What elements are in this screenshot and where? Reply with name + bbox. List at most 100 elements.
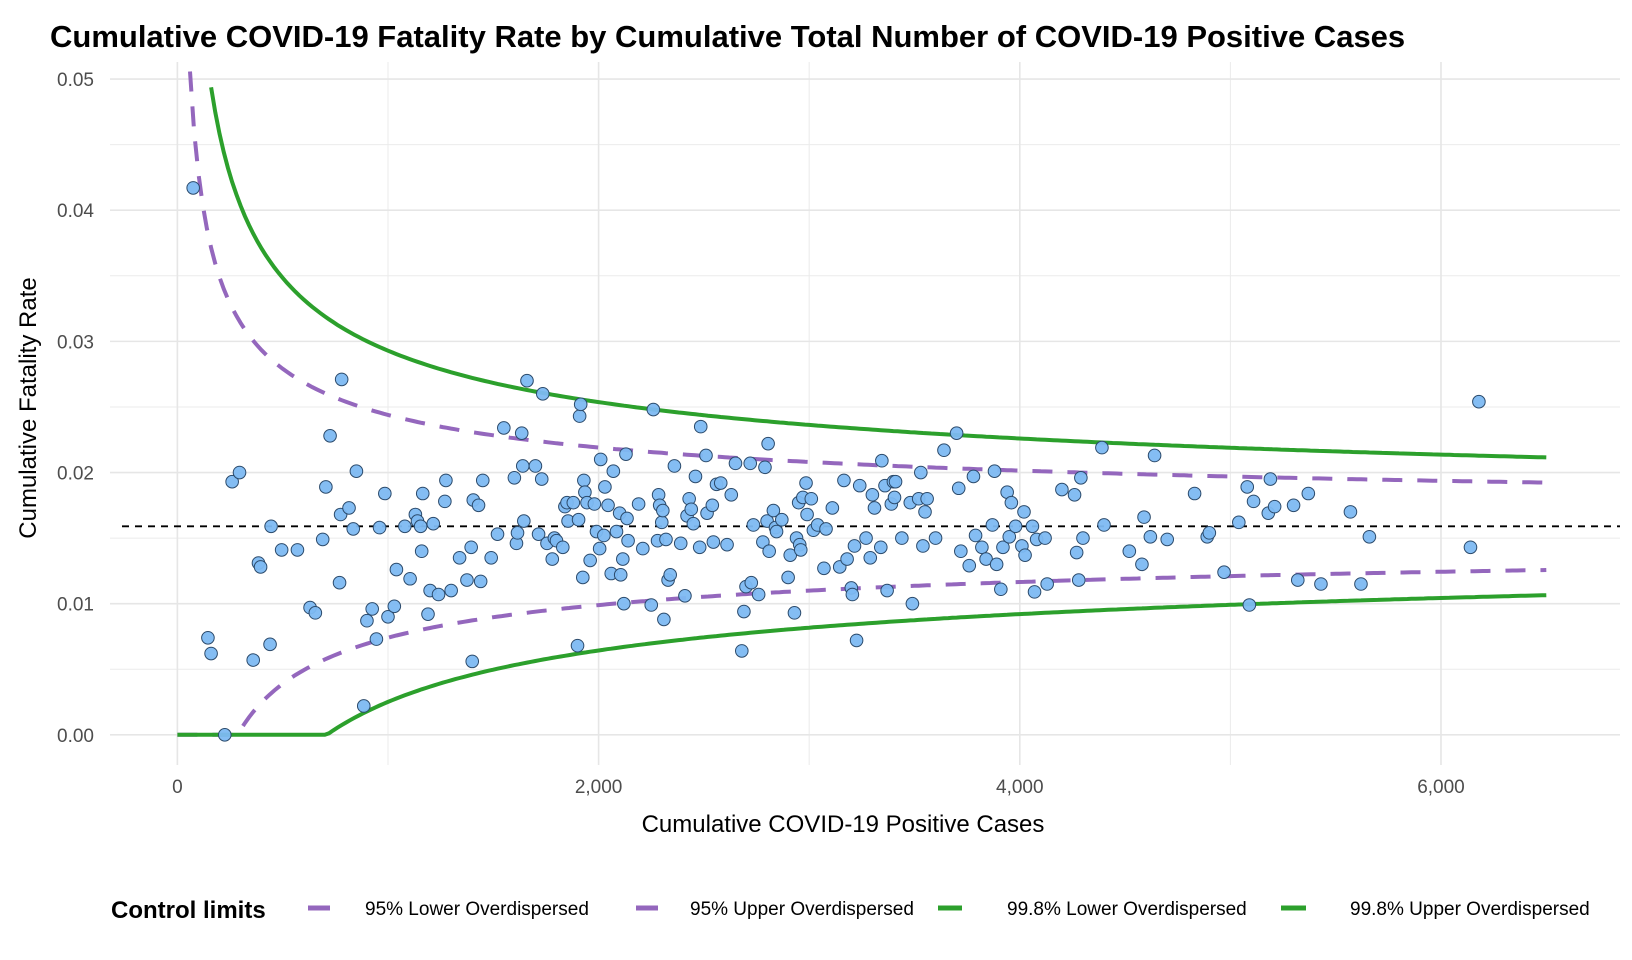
data-point xyxy=(865,488,880,502)
data-point xyxy=(663,568,677,582)
data-point xyxy=(787,606,802,620)
data-point xyxy=(989,557,1004,572)
data-point xyxy=(315,532,330,547)
data-point xyxy=(1122,544,1137,559)
data-point xyxy=(916,539,930,553)
data-point xyxy=(381,609,395,624)
data-point xyxy=(849,633,864,648)
x-tick-label: 4,000 xyxy=(996,777,1044,798)
data-point xyxy=(1025,519,1040,534)
data-point xyxy=(517,514,531,528)
data-point xyxy=(528,459,543,473)
data-point xyxy=(914,465,928,480)
data-point xyxy=(246,653,261,667)
y-tick-label: 0.05 xyxy=(57,70,94,91)
data-point xyxy=(1004,495,1019,510)
data-point xyxy=(799,476,813,490)
data-point xyxy=(966,469,981,484)
legend-label-95-upper: 95% Upper Overdispersed xyxy=(690,899,914,920)
data-point xyxy=(1074,470,1088,485)
data-point xyxy=(1076,531,1090,545)
data-point xyxy=(975,540,989,555)
data-point xyxy=(1137,510,1151,524)
data-point xyxy=(510,526,525,540)
data-point xyxy=(656,503,670,518)
data-point xyxy=(837,473,851,488)
y-tick-labels: 0.00 0.01 0.02 0.03 0.04 0.05 xyxy=(57,70,94,747)
data-point xyxy=(387,599,402,614)
data-point xyxy=(514,426,529,440)
data-point xyxy=(728,456,743,471)
data-point xyxy=(583,553,597,568)
y-tick-label: 0.00 xyxy=(57,726,94,747)
chart-title: Cumulative COVID-19 Fatality Rate by Cum… xyxy=(50,19,1405,54)
data-point xyxy=(937,443,951,458)
data-point xyxy=(1246,494,1261,509)
data-point xyxy=(713,476,728,490)
data-point xyxy=(426,516,441,531)
data-point xyxy=(431,587,446,602)
data-point xyxy=(825,501,840,515)
data-point xyxy=(1202,526,1217,540)
data-point xyxy=(678,589,692,603)
data-point xyxy=(1143,529,1158,544)
limit-99-8-lower xyxy=(177,593,1547,737)
data-point xyxy=(598,480,612,494)
data-point xyxy=(570,638,585,653)
data-point xyxy=(1187,486,1202,501)
data-point xyxy=(693,419,708,434)
data-point xyxy=(507,470,522,485)
data-point xyxy=(571,512,586,527)
data-point xyxy=(636,541,650,556)
data-point xyxy=(1018,548,1032,562)
data-point xyxy=(847,539,862,553)
data-point xyxy=(1242,598,1257,612)
y-axis-title: Cumulative Fatality Rate xyxy=(15,277,42,538)
legend-label-95-lower: 95% Lower Overdispersed xyxy=(365,899,589,920)
data-point xyxy=(613,568,628,582)
data-point xyxy=(346,522,361,536)
data-point xyxy=(804,491,819,506)
data-point xyxy=(928,531,943,545)
data-point xyxy=(403,571,417,586)
data-point xyxy=(464,540,478,555)
data-point xyxy=(360,613,374,628)
legend-title: Control limits xyxy=(111,897,266,924)
data-point xyxy=(452,550,467,565)
data-point xyxy=(253,560,268,574)
data-point xyxy=(497,421,511,435)
data-point xyxy=(365,602,379,616)
data-point xyxy=(1314,577,1328,591)
data-point xyxy=(888,474,903,489)
control-limit-lines xyxy=(177,71,1547,737)
y-tick-label: 0.04 xyxy=(57,201,94,222)
x-tick-label: 6,000 xyxy=(1417,777,1465,798)
data-point xyxy=(597,528,611,543)
data-point xyxy=(743,456,758,471)
data-point xyxy=(555,540,570,555)
data-point xyxy=(1017,505,1031,519)
data-point xyxy=(1463,540,1478,555)
data-point xyxy=(873,540,888,555)
data-point xyxy=(766,503,781,518)
data-point xyxy=(572,409,587,423)
x-tick-labels: 0 2,000 4,000 6,000 xyxy=(172,777,1465,798)
data-point xyxy=(1055,482,1069,497)
data-point xyxy=(962,558,977,573)
data-point xyxy=(734,644,749,658)
data-point xyxy=(378,486,392,501)
data-point xyxy=(349,464,364,479)
data-point xyxy=(186,181,200,195)
data-point xyxy=(439,473,453,488)
data-point xyxy=(1147,448,1162,463)
data-point xyxy=(1232,515,1246,530)
data-point xyxy=(471,498,486,513)
grid-minor xyxy=(110,62,1620,765)
data-point xyxy=(601,498,615,513)
y-tick-label: 0.03 xyxy=(57,332,94,353)
grid-major xyxy=(110,62,1620,765)
data-point xyxy=(621,533,635,548)
data-point xyxy=(781,570,795,585)
data-point xyxy=(863,550,878,565)
data-point xyxy=(720,537,734,552)
